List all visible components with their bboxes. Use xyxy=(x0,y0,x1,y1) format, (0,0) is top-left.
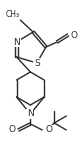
Text: O: O xyxy=(71,30,78,40)
Text: N: N xyxy=(13,37,20,46)
Text: S: S xyxy=(34,59,40,67)
Text: N: N xyxy=(27,110,34,118)
Text: CH₃: CH₃ xyxy=(5,10,19,19)
Text: O: O xyxy=(45,126,52,135)
Text: O: O xyxy=(9,126,16,135)
